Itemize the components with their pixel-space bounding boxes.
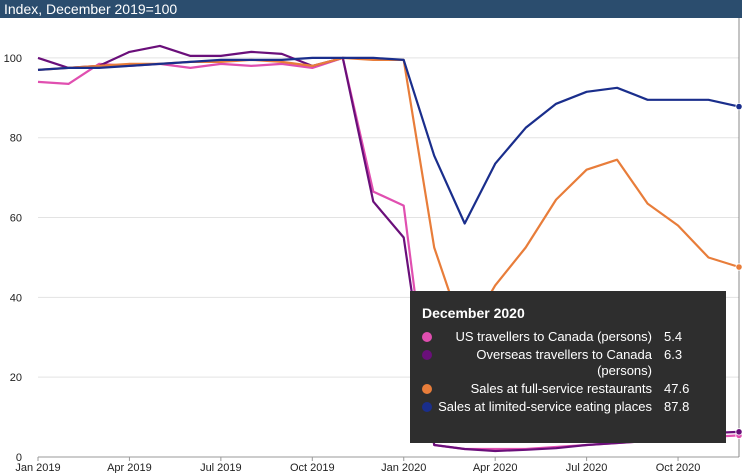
tooltip-row-limited-service: Sales at limited-service eating places 8… xyxy=(422,399,714,415)
x-tick-label: Jan 2020 xyxy=(381,462,426,473)
x-tick-label: Apr 2020 xyxy=(473,462,518,473)
y-tick-label: 0 xyxy=(16,452,22,464)
y-tick-label: 80 xyxy=(10,133,22,145)
series-line xyxy=(37,56,740,225)
tooltip-series-name: Sales at limited-service eating places xyxy=(438,399,652,414)
x-tick-label: Oct 2020 xyxy=(656,462,701,473)
tooltip-series-value: 87.8 xyxy=(664,399,690,414)
tooltip-series-value: 5.4 xyxy=(664,329,683,344)
x-tick-label: Apr 2019 xyxy=(107,462,152,473)
x-tick-label: Jul 2020 xyxy=(566,462,608,473)
chart-title: Index, December 2019=100 xyxy=(0,0,742,18)
tooltip-row-us-travellers: US travellers to Canada (persons) 5.4 xyxy=(422,329,714,345)
tooltip-series-value: 47.6 xyxy=(664,381,690,396)
tooltip: December 2020 US travellers to Canada (p… xyxy=(410,291,726,443)
tooltip-title: December 2020 xyxy=(422,305,525,321)
tooltip-series-name: US travellers to Canada (persons) xyxy=(455,329,652,344)
tooltip-row-overseas-travellers: Overseas travellers to Canada (persons) … xyxy=(422,347,714,379)
y-tick-label: 60 xyxy=(10,213,22,225)
y-tick-label: 40 xyxy=(10,292,22,304)
x-tick-label: Jul 2019 xyxy=(200,462,242,473)
tooltip-series-value: 6.3 xyxy=(664,347,683,362)
tooltip-row-full-service: Sales at full-service restaurants 47.6 xyxy=(422,381,714,397)
data-point-marker xyxy=(735,102,742,111)
legend-dot-overseas-travellers xyxy=(422,350,432,360)
x-tick-label: Oct 2019 xyxy=(290,462,335,473)
tooltip-series-name: Sales at full-service restaurants xyxy=(470,381,652,396)
data-point-marker xyxy=(735,263,742,271)
data-point-marker xyxy=(735,428,742,436)
x-tick-label: Jan 2019 xyxy=(15,462,60,473)
legend-dot-full-service xyxy=(422,384,432,394)
tooltip-series-name: Overseas travellers to Canada (persons) xyxy=(476,347,652,378)
y-tick-label: 100 xyxy=(4,53,22,65)
legend-dot-us-travellers xyxy=(422,332,432,342)
y-tick-label: 20 xyxy=(10,372,22,384)
legend-dot-limited-service xyxy=(422,402,432,412)
